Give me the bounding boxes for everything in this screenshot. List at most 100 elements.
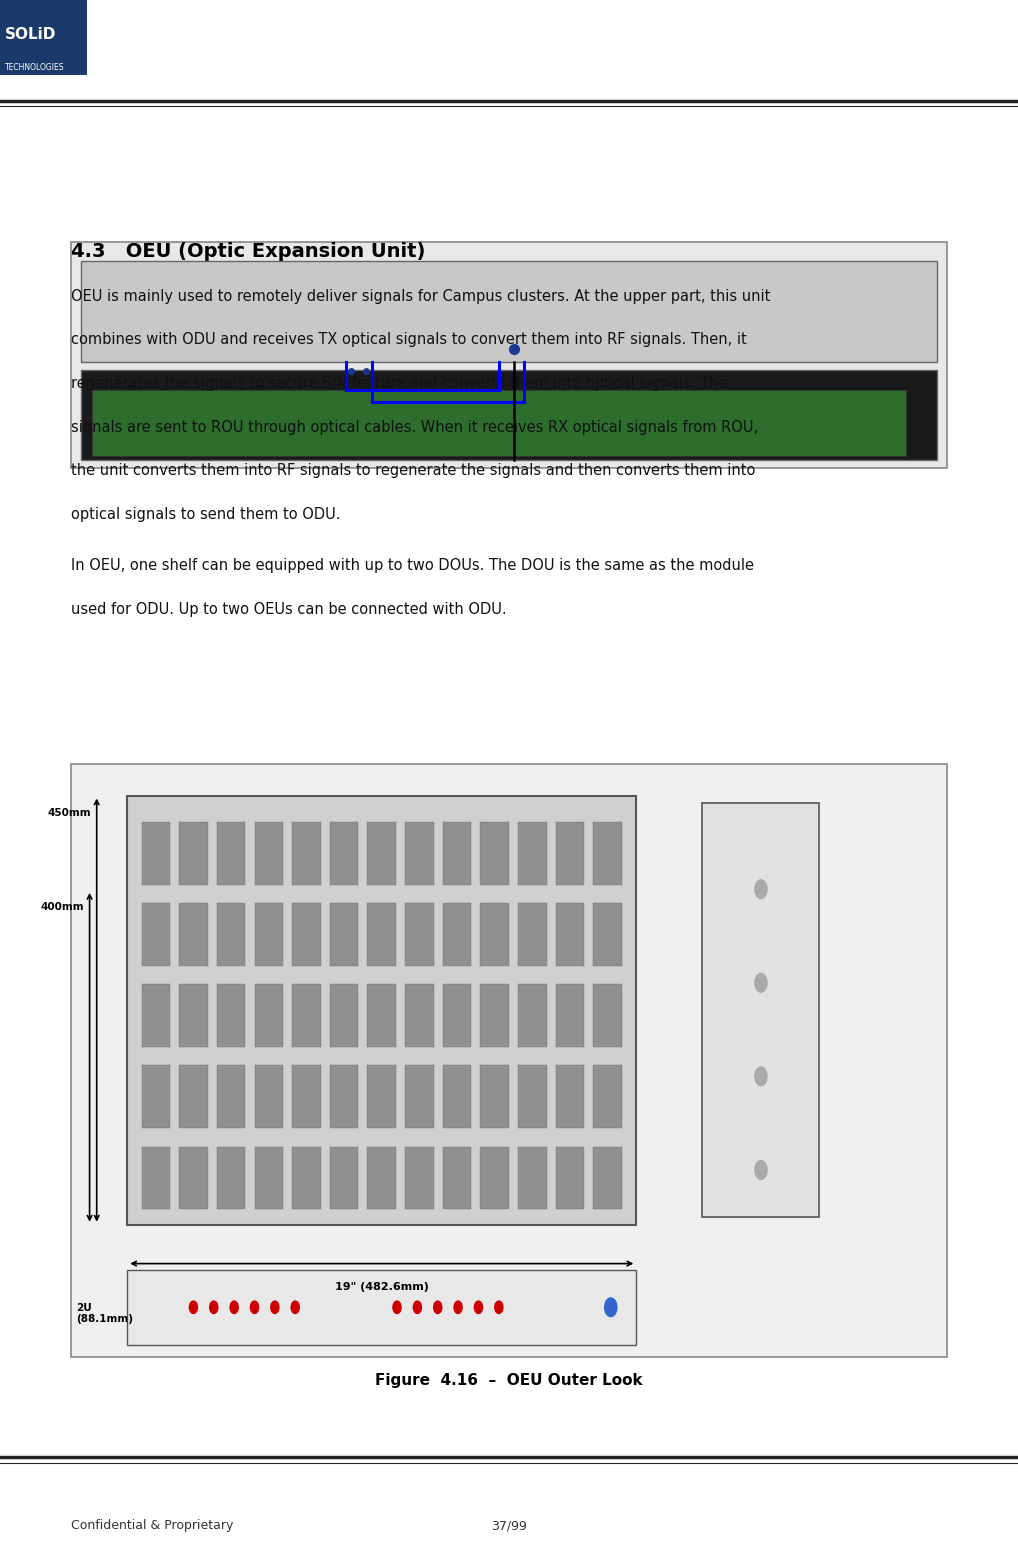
FancyBboxPatch shape bbox=[142, 984, 170, 1047]
FancyBboxPatch shape bbox=[518, 984, 547, 1047]
FancyBboxPatch shape bbox=[480, 822, 509, 885]
Circle shape bbox=[754, 1067, 768, 1086]
FancyBboxPatch shape bbox=[81, 370, 937, 460]
Text: 2U
(88.1mm): 2U (88.1mm) bbox=[76, 1303, 133, 1324]
Text: Confidential & Proprietary: Confidential & Proprietary bbox=[71, 1519, 234, 1532]
FancyBboxPatch shape bbox=[71, 764, 947, 1357]
FancyBboxPatch shape bbox=[217, 1065, 245, 1128]
FancyBboxPatch shape bbox=[367, 903, 396, 966]
FancyBboxPatch shape bbox=[518, 822, 547, 885]
FancyBboxPatch shape bbox=[443, 984, 471, 1047]
Circle shape bbox=[413, 1301, 421, 1314]
FancyBboxPatch shape bbox=[330, 1147, 358, 1209]
FancyBboxPatch shape bbox=[367, 1147, 396, 1209]
FancyBboxPatch shape bbox=[92, 390, 906, 456]
FancyBboxPatch shape bbox=[330, 1065, 358, 1128]
Text: OEU is mainly used to remotely deliver signals for Campus clusters. At the upper: OEU is mainly used to remotely deliver s… bbox=[71, 289, 771, 304]
FancyBboxPatch shape bbox=[81, 261, 937, 362]
FancyBboxPatch shape bbox=[556, 822, 584, 885]
FancyBboxPatch shape bbox=[480, 903, 509, 966]
Text: Figure  4.16  –  OEU Outer Look: Figure 4.16 – OEU Outer Look bbox=[376, 1373, 642, 1388]
FancyBboxPatch shape bbox=[367, 1065, 396, 1128]
FancyBboxPatch shape bbox=[142, 1147, 170, 1209]
FancyBboxPatch shape bbox=[443, 1147, 471, 1209]
Circle shape bbox=[271, 1301, 279, 1314]
Text: used for ODU. Up to two OEUs can be connected with ODU.: used for ODU. Up to two OEUs can be conn… bbox=[71, 602, 507, 618]
Circle shape bbox=[291, 1301, 299, 1314]
Text: 450mm: 450mm bbox=[48, 808, 92, 817]
FancyBboxPatch shape bbox=[292, 1147, 321, 1209]
Text: SOLiD: SOLiD bbox=[5, 27, 56, 42]
Circle shape bbox=[393, 1301, 401, 1314]
FancyBboxPatch shape bbox=[292, 984, 321, 1047]
FancyBboxPatch shape bbox=[367, 822, 396, 885]
FancyBboxPatch shape bbox=[556, 1147, 584, 1209]
FancyBboxPatch shape bbox=[702, 803, 819, 1217]
FancyBboxPatch shape bbox=[254, 1065, 283, 1128]
FancyBboxPatch shape bbox=[593, 1147, 622, 1209]
Text: 19" (482.6mm): 19" (482.6mm) bbox=[335, 1282, 429, 1292]
FancyBboxPatch shape bbox=[480, 984, 509, 1047]
FancyBboxPatch shape bbox=[405, 1147, 434, 1209]
Text: regenerates the signals to secure S/N feature and converts them into optical sig: regenerates the signals to secure S/N fe… bbox=[71, 376, 728, 392]
FancyBboxPatch shape bbox=[142, 822, 170, 885]
Text: signals are sent to ROU through optical cables. When it receives RX optical sign: signals are sent to ROU through optical … bbox=[71, 420, 758, 435]
FancyBboxPatch shape bbox=[179, 984, 208, 1047]
FancyBboxPatch shape bbox=[518, 1065, 547, 1128]
Text: 4.3   OEU (Optic Expansion Unit): 4.3 OEU (Optic Expansion Unit) bbox=[71, 242, 426, 261]
Text: TECHNOLOGIES: TECHNOLOGIES bbox=[5, 62, 64, 72]
FancyBboxPatch shape bbox=[367, 984, 396, 1047]
FancyBboxPatch shape bbox=[443, 903, 471, 966]
FancyBboxPatch shape bbox=[443, 1065, 471, 1128]
FancyBboxPatch shape bbox=[217, 1147, 245, 1209]
FancyBboxPatch shape bbox=[179, 822, 208, 885]
FancyBboxPatch shape bbox=[217, 984, 245, 1047]
FancyBboxPatch shape bbox=[518, 1147, 547, 1209]
Text: 400mm: 400mm bbox=[41, 902, 84, 913]
FancyBboxPatch shape bbox=[405, 822, 434, 885]
FancyBboxPatch shape bbox=[405, 984, 434, 1047]
FancyBboxPatch shape bbox=[71, 242, 947, 468]
Circle shape bbox=[474, 1301, 483, 1314]
Text: 37/99: 37/99 bbox=[491, 1519, 527, 1532]
FancyBboxPatch shape bbox=[330, 984, 358, 1047]
FancyBboxPatch shape bbox=[292, 903, 321, 966]
Circle shape bbox=[495, 1301, 503, 1314]
Circle shape bbox=[250, 1301, 259, 1314]
FancyBboxPatch shape bbox=[217, 903, 245, 966]
FancyBboxPatch shape bbox=[179, 1065, 208, 1128]
FancyBboxPatch shape bbox=[330, 903, 358, 966]
FancyBboxPatch shape bbox=[254, 822, 283, 885]
Text: In OEU, one shelf can be equipped with up to two DOUs. The DOU is the same as th: In OEU, one shelf can be equipped with u… bbox=[71, 558, 754, 574]
FancyBboxPatch shape bbox=[292, 822, 321, 885]
FancyBboxPatch shape bbox=[405, 1065, 434, 1128]
Circle shape bbox=[605, 1298, 617, 1317]
Text: optical signals to send them to ODU.: optical signals to send them to ODU. bbox=[71, 507, 341, 523]
FancyBboxPatch shape bbox=[292, 1065, 321, 1128]
FancyBboxPatch shape bbox=[179, 903, 208, 966]
Circle shape bbox=[434, 1301, 442, 1314]
Text: the unit converts them into RF signals to regenerate the signals and then conver: the unit converts them into RF signals t… bbox=[71, 463, 755, 479]
FancyBboxPatch shape bbox=[593, 1065, 622, 1128]
Circle shape bbox=[454, 1301, 462, 1314]
FancyBboxPatch shape bbox=[179, 1147, 208, 1209]
Circle shape bbox=[210, 1301, 218, 1314]
FancyBboxPatch shape bbox=[593, 984, 622, 1047]
FancyBboxPatch shape bbox=[127, 1270, 636, 1345]
FancyBboxPatch shape bbox=[480, 1065, 509, 1128]
FancyBboxPatch shape bbox=[556, 984, 584, 1047]
FancyBboxPatch shape bbox=[593, 822, 622, 885]
FancyBboxPatch shape bbox=[142, 903, 170, 966]
Circle shape bbox=[230, 1301, 238, 1314]
FancyBboxPatch shape bbox=[142, 1065, 170, 1128]
FancyBboxPatch shape bbox=[254, 984, 283, 1047]
Text: combines with ODU and receives TX optical signals to convert them into RF signal: combines with ODU and receives TX optica… bbox=[71, 332, 747, 348]
FancyBboxPatch shape bbox=[443, 822, 471, 885]
FancyBboxPatch shape bbox=[593, 903, 622, 966]
FancyBboxPatch shape bbox=[556, 903, 584, 966]
FancyBboxPatch shape bbox=[217, 822, 245, 885]
FancyBboxPatch shape bbox=[127, 796, 636, 1225]
Circle shape bbox=[189, 1301, 197, 1314]
FancyBboxPatch shape bbox=[480, 1147, 509, 1209]
FancyBboxPatch shape bbox=[518, 903, 547, 966]
